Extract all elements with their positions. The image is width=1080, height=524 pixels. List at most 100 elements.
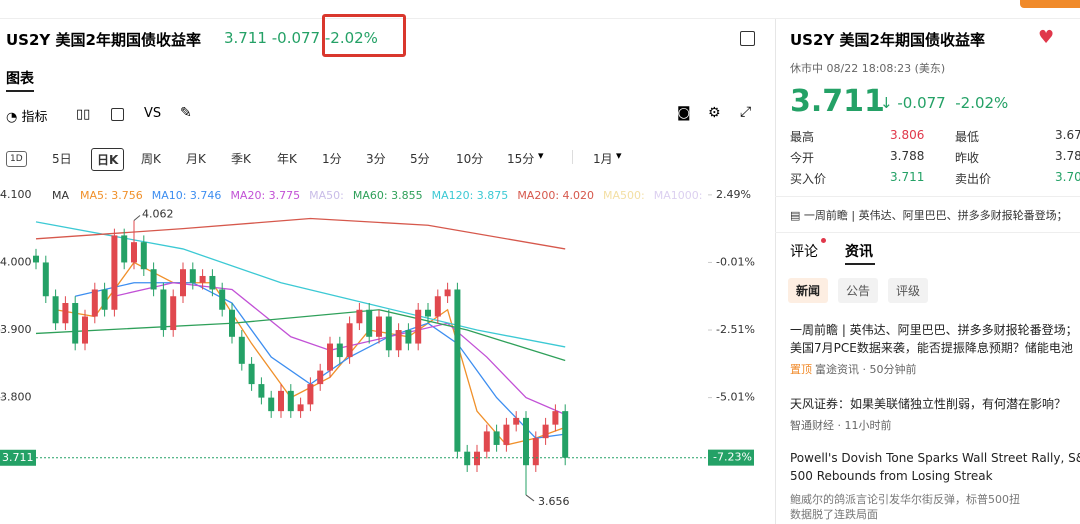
exit-icon[interactable]	[740, 31, 755, 46]
name: 美国2年期国债收益率	[839, 31, 985, 49]
favorite-icon[interactable]: ♥	[1038, 27, 1055, 48]
quote-value: 3.67	[1055, 128, 1080, 142]
chip[interactable]: 评级	[888, 278, 929, 303]
indicator-button[interactable]: ◔ 指标	[6, 110, 48, 125]
legend-item: MA60: 3.855	[353, 189, 423, 202]
candle-body	[209, 275, 216, 290]
period-button[interactable]: 周K	[141, 152, 161, 166]
annotation-line	[133, 215, 141, 221]
shape-icon[interactable]	[111, 108, 124, 121]
top-button[interactable]	[1020, 0, 1080, 8]
label: 指标	[21, 110, 48, 125]
y-tick-label: 4.000	[0, 255, 32, 268]
camera-icon[interactable]: ◙	[677, 105, 691, 121]
candle-body	[552, 411, 559, 425]
y2-tick-label: -5.01%	[716, 391, 755, 404]
legend-title: MA	[52, 189, 69, 202]
period-button[interactable]: 3分	[366, 152, 386, 166]
candle-body	[229, 309, 235, 337]
quote-change: ↓ -0.077 -2.02%	[880, 94, 1009, 112]
period-button[interactable]: 5日	[52, 152, 72, 166]
candle-body	[532, 438, 539, 466]
quote-label: 卖出价	[955, 172, 992, 186]
chip[interactable]: 新闻	[788, 278, 829, 303]
quote-label: 今开	[790, 151, 815, 165]
news-title[interactable]: 美国7月PCE数据来袭，能否提振降息预期？储能电池	[790, 341, 1073, 355]
candle-body	[82, 316, 88, 344]
quote-label: 昨收	[955, 151, 980, 165]
candle-body	[52, 296, 59, 324]
news-meta: 智通财经 · 11小时前	[790, 419, 892, 432]
candle-body	[170, 296, 177, 331]
period-button[interactable]: 年K	[277, 152, 297, 166]
header-quote: 3.711 -0.077 -2.02%	[224, 29, 378, 47]
candle-body	[62, 303, 69, 324]
pen-icon[interactable]: ✎	[180, 105, 192, 121]
quote-value: 3.806	[890, 128, 925, 142]
candle-body	[297, 404, 304, 412]
symbol: US2Y	[6, 31, 51, 49]
notice[interactable]: ▤ 一周前瞻 | 英伟达、阿里巴巴、拼多多财报轮番登场；	[790, 209, 1068, 222]
y2-tick-label: -0.01%	[716, 255, 755, 268]
y2-tick-label: -2.51%	[716, 323, 755, 336]
candle-body	[336, 343, 343, 358]
tab[interactable]: 资讯	[845, 244, 873, 260]
candle-body	[199, 275, 206, 283]
period-button[interactable]: 季K	[231, 152, 251, 166]
candle-body	[287, 390, 294, 412]
period-button[interactable]: 1月	[593, 152, 613, 166]
candle-body	[474, 451, 480, 466]
candle-body	[425, 309, 431, 317]
period-button[interactable]: 5分	[410, 152, 430, 166]
legend-item: MA10: 3.746	[152, 189, 222, 202]
change: -0.077	[271, 29, 321, 47]
quote-value: 3.78	[1055, 149, 1080, 163]
candle-body	[238, 336, 245, 364]
candle-body	[317, 370, 324, 385]
candle-icon[interactable]: ▯▯	[76, 107, 91, 122]
candle-body	[101, 289, 108, 310]
price: 3.711	[224, 29, 267, 47]
vs-button[interactable]: VS	[144, 106, 162, 121]
period-button[interactable]: 1分	[322, 152, 342, 166]
period-button[interactable]: 1D	[6, 151, 27, 167]
chip[interactable]: 公告	[838, 278, 879, 303]
price-tag	[0, 449, 36, 466]
annotation: 3.656	[538, 495, 570, 508]
news-title[interactable]: Powell's Dovish Tone Sparks Wall Street …	[790, 451, 1080, 465]
news-title[interactable]: 天风证券：如果美联储独立性削弱，有何潜在影响？	[790, 397, 1067, 411]
change: -0.077	[897, 94, 946, 112]
tab[interactable]: 图表	[6, 71, 34, 87]
highlight-box	[322, 14, 406, 57]
quote-label: 最低	[955, 130, 980, 144]
tab[interactable]: 评论	[790, 244, 818, 260]
candle-body	[258, 384, 265, 398]
candle-body	[454, 289, 461, 452]
fullscreen-icon[interactable]: ⤢	[740, 104, 752, 120]
period-button[interactable]: 月K	[186, 152, 206, 166]
news-title[interactable]: 一周前瞻 | 英伟达、阿里巴巴、拼多多财报轮番登场；	[790, 323, 1078, 337]
candle-body	[444, 289, 451, 297]
settings-icon[interactable]: ⚙	[708, 105, 721, 121]
divider	[0, 18, 1080, 19]
period-button[interactable]: 日K	[91, 148, 125, 171]
candle-body	[434, 296, 441, 317]
candle-body	[219, 289, 226, 310]
period-button[interactable]: 15分	[507, 152, 535, 166]
candle-body	[307, 384, 314, 405]
y2-tick-label: 2.49%	[716, 188, 751, 201]
symbol: US2Y	[790, 31, 835, 49]
header: US2Y 美国2年期国债收益率	[6, 29, 201, 50]
divider	[775, 196, 1080, 197]
caret[interactable]: ▾	[616, 149, 622, 162]
period-button[interactable]: 10分	[456, 152, 484, 166]
legend-item: MA120: 3.875	[432, 189, 509, 202]
divider	[572, 150, 573, 164]
caret[interactable]: ▾	[538, 149, 544, 162]
candle-body	[483, 431, 490, 452]
annotation: 4.062	[142, 208, 174, 221]
news-title[interactable]: 500 Rebounds from Losing Streak	[790, 469, 993, 483]
candle-body	[160, 289, 167, 331]
change-pct: -2.02%	[955, 94, 1009, 112]
